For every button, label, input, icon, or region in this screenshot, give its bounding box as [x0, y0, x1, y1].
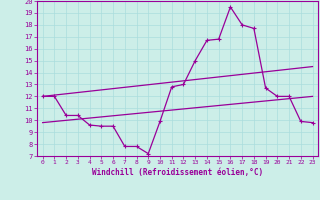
- X-axis label: Windchill (Refroidissement éolien,°C): Windchill (Refroidissement éolien,°C): [92, 168, 263, 177]
